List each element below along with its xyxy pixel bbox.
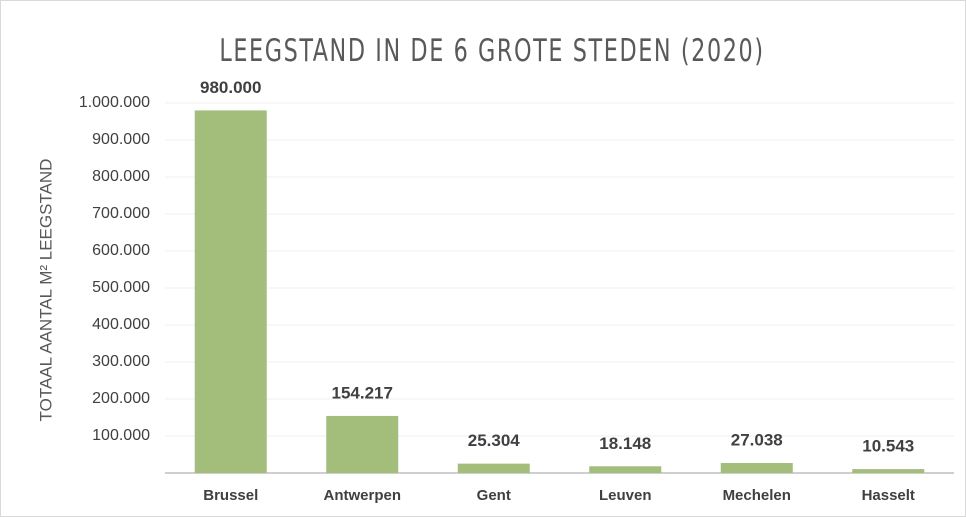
bar [589,466,662,473]
x-tick-label: Hasselt [862,487,915,504]
x-tick-label: Antwerpen [323,487,401,504]
x-tick-label: Brussel [203,487,258,504]
bar [457,463,530,473]
data-label: 27.038 [731,430,783,449]
y-tick-label: 300.000 [92,353,150,370]
x-tick-label: Mechelen [723,487,791,504]
bar [720,462,793,473]
y-tick-label: 200.000 [92,390,150,407]
bar [852,469,925,473]
y-tick-label: 1.000.000 [79,94,150,111]
bar [326,415,399,473]
y-tick-label: 600.000 [92,242,150,259]
x-tick-label: Leuven [599,487,652,504]
y-tick-label: 500.000 [92,279,150,296]
y-axis-label: TOTAAL AANTAL M² LEEGSTAND [36,159,55,422]
chart-title: LEEGSTAND IN DE 6 GROTE STEDEN (2020) [219,32,764,68]
x-tick-label: Gent [477,487,511,504]
data-label: 154.217 [332,383,393,402]
y-tick-label: 400.000 [92,316,150,333]
bar [194,110,267,474]
data-label: 25.304 [468,431,521,450]
data-label: 18.148 [599,434,651,453]
data-label: 980.000 [200,78,261,97]
y-tick-label: 800.000 [92,168,150,185]
data-label: 10.543 [862,437,914,456]
y-tick-label: 900.000 [92,131,150,148]
y-tick-label: 700.000 [92,205,150,222]
y-tick-label: 100.000 [92,427,150,444]
